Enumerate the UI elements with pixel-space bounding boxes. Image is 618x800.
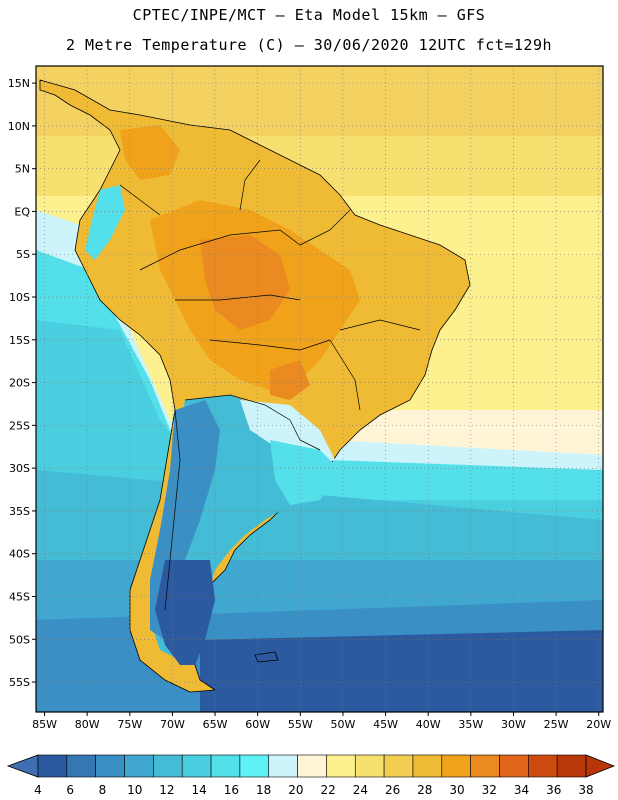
color-bar-label: 36 <box>546 783 561 797</box>
color-bar-swatch <box>326 754 356 778</box>
color-bar-swatch <box>239 754 270 778</box>
lon-tick-label: 35W <box>458 718 483 731</box>
lat-tick-label: 10N <box>8 120 30 133</box>
color-bar-swatch <box>470 754 500 778</box>
color-bar-under-arrow <box>6 754 39 778</box>
color-bar-swatch <box>441 754 471 778</box>
color-bar-swatch <box>556 754 587 778</box>
color-bar-swatch <box>181 754 212 778</box>
lon-tick-label: 55W <box>288 718 313 731</box>
color-bar-label: 18 <box>256 783 271 797</box>
hot-north <box>120 125 180 180</box>
ocean-field-6 <box>200 630 603 712</box>
color-bar-labels: 4 6 8 10 12 14 16 18 20 22 24 26 28 30 32 34 36 38 <box>34 783 593 797</box>
color-bar-label: 8 <box>99 783 107 797</box>
color-bar-label: 12 <box>159 783 174 797</box>
lat-tick-label: 35S <box>9 505 30 518</box>
color-bar-swatch <box>354 754 385 778</box>
falkland-islands <box>254 651 279 663</box>
color-bar-label: 34 <box>514 783 529 797</box>
color-bar-label: 10 <box>127 783 142 797</box>
uruguay-18 <box>270 440 340 505</box>
color-bar-swatch <box>268 754 298 778</box>
chart-title-line-1: CPTEC/INPE/MCT – Eta Model 15km – GFS <box>132 6 486 24</box>
color-bar-label: 32 <box>482 783 497 797</box>
color-bar-swatch <box>297 754 327 778</box>
lat-tick-label: 15S <box>9 334 30 347</box>
lat-tick-label: 30S <box>9 462 30 475</box>
lon-tick-label: 80W <box>75 718 100 731</box>
chart-title-line-2: 2 Metre Temperature (C) – 30/06/2020 12U… <box>65 36 553 54</box>
lat-tick-label: 45S <box>9 590 30 603</box>
patagonia-cold <box>155 560 215 665</box>
color-bar-label: 20 <box>288 783 303 797</box>
lon-tick-label: 50W <box>331 718 356 731</box>
color-bar-swatch <box>153 754 183 778</box>
lat-tick-label: EQ <box>14 205 30 218</box>
color-bar-label: 22 <box>320 783 335 797</box>
lon-tick-label: 60W <box>245 718 270 731</box>
color-bar-swatch <box>412 754 443 778</box>
color-bar-swatch <box>95 754 125 778</box>
lat-tick-label: 5N <box>15 163 30 176</box>
map-frame <box>35 65 604 713</box>
lon-tick-label: 70W <box>160 718 185 731</box>
lon-tick-label: 85W <box>32 718 57 731</box>
color-bar-over-arrow <box>585 754 616 778</box>
lat-tick-label: 15N <box>8 77 30 90</box>
hottest-interior <box>200 235 290 330</box>
hot-pantanal <box>270 360 310 400</box>
color-bar-swatch <box>383 754 414 778</box>
color-bar-swatch <box>499 754 529 778</box>
lon-tick-label: 40W <box>416 718 441 731</box>
color-bar-swatch <box>124 754 154 778</box>
color-bar-label: 6 <box>66 783 74 797</box>
color-bar-label: 24 <box>353 783 368 797</box>
color-bar-swatch <box>210 754 241 778</box>
color-bar-swatch <box>66 754 96 778</box>
color-bar-label: 38 <box>578 783 593 797</box>
country-borders <box>119 159 421 611</box>
color-bar-label: 26 <box>385 783 400 797</box>
color-bar-label: 28 <box>417 783 432 797</box>
northern-andes-cold <box>85 185 125 260</box>
color-bar-label: 30 <box>449 783 464 797</box>
lon-tick-label: 30W <box>501 718 526 731</box>
lat-tick-label: 25S <box>9 419 30 432</box>
lon-tick-label: 65W <box>203 718 228 731</box>
color-bar-label: 16 <box>224 783 239 797</box>
color-bar-swatch <box>37 754 68 778</box>
lon-tick-label: 75W <box>117 718 142 731</box>
lat-tick-label: 40S <box>9 548 30 561</box>
graticule <box>36 66 603 712</box>
color-bar-label: 14 <box>192 783 207 797</box>
color-bar-label: 4 <box>34 783 42 797</box>
color-bar-swatch <box>528 754 558 778</box>
lat-tick-label: 10S <box>9 291 30 304</box>
lon-tick-label: 20W <box>586 718 611 731</box>
lon-tick-label: 25W <box>544 718 569 731</box>
lat-tick-label: 20S <box>9 377 30 390</box>
lat-tick-label: 50S <box>9 633 30 646</box>
lat-tick-label: 55S <box>9 676 30 689</box>
lat-tick-label: 5S <box>16 248 30 261</box>
latitude-axis: 15N 10N 5N EQ 5S 10S 15S 20S 25S 30S 35S 40S 45S 50S 5… <box>8 77 36 689</box>
longitude-axis: 85W 80W 75W 70W 65W 60W 55W 50W 45W 40W 35W 30W 25W 2… <box>32 712 611 731</box>
color-bar-swatches <box>6 754 616 778</box>
lon-tick-label: 45W <box>373 718 398 731</box>
